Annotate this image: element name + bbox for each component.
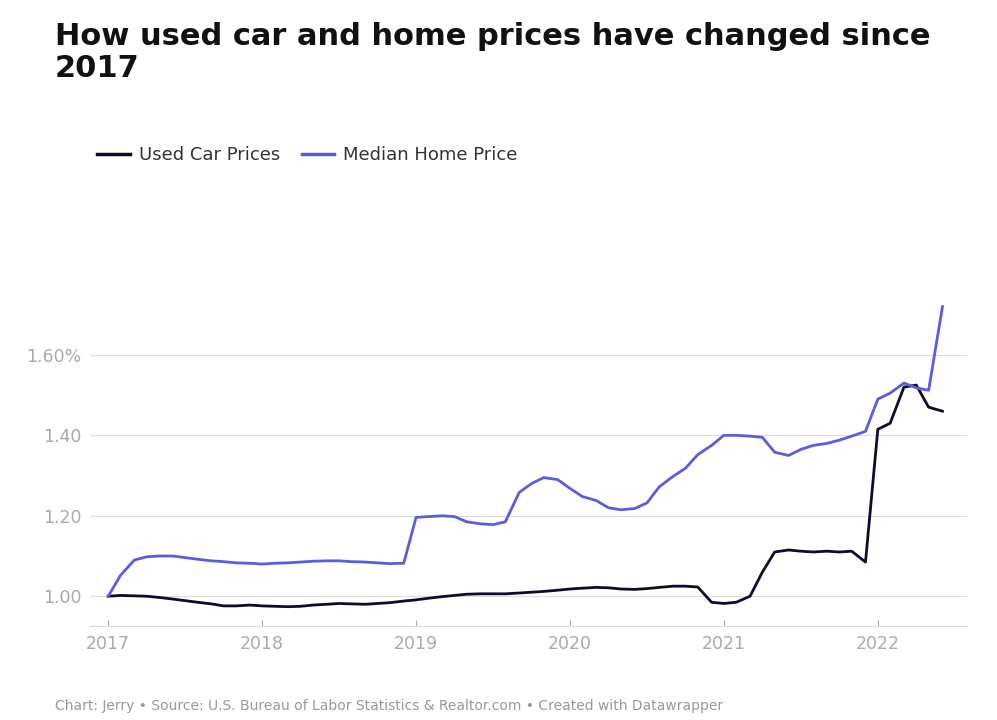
Text: How used car and home prices have changed since
2017: How used car and home prices have change…: [55, 22, 930, 83]
Text: Chart: Jerry • Source: U.S. Bureau of Labor Statistics & Realtor.com • Created w: Chart: Jerry • Source: U.S. Bureau of La…: [55, 699, 723, 713]
Legend: Used Car Prices, Median Home Price: Used Car Prices, Median Home Price: [90, 139, 524, 171]
